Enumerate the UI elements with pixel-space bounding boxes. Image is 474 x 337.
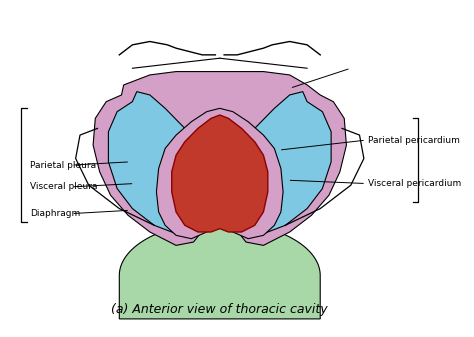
Polygon shape (109, 92, 207, 235)
Polygon shape (233, 92, 331, 235)
Text: (a) Anterior view of thoracic cavity: (a) Anterior view of thoracic cavity (111, 303, 328, 315)
Polygon shape (93, 71, 346, 245)
Text: Parietal pericardium: Parietal pericardium (368, 135, 460, 145)
Polygon shape (119, 222, 320, 319)
Polygon shape (156, 108, 283, 239)
Text: Visceral pericardium: Visceral pericardium (368, 179, 462, 188)
Polygon shape (172, 115, 268, 232)
Text: Diaphragm: Diaphragm (30, 209, 80, 218)
Text: Parietal pleura: Parietal pleura (30, 161, 96, 170)
Text: Visceral pleura: Visceral pleura (30, 182, 97, 191)
